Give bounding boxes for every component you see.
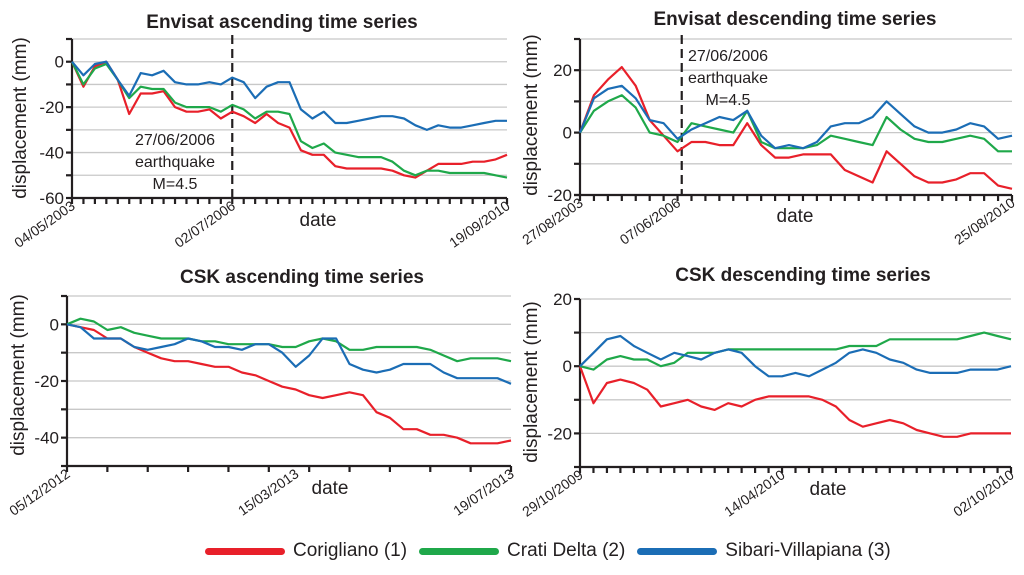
x-axis-label: date — [312, 478, 349, 499]
series-line-crati-delta — [71, 61, 508, 179]
x-tick-label: 25/08/2010 — [951, 194, 1018, 247]
annotation-text: M=4.5 — [153, 176, 198, 193]
y-tick-label: 0 — [563, 357, 572, 376]
chart-envisat-descending: Envisat descending time series 20 0 -20 27/0… — [519, 9, 1018, 248]
x-axis-label: date — [300, 210, 337, 231]
y-tick-label: -20 — [39, 98, 64, 117]
x-tick-label: 15/03/2013 — [235, 465, 302, 518]
legend-label-sibari-villapiana: Sibari-Villapiana (3) — [725, 540, 891, 561]
y-tick-label: -40 — [39, 144, 64, 163]
legend-item-corigliano: Corigliano (1) — [205, 540, 407, 562]
y-axis-label: displacement (mm) — [8, 294, 29, 456]
chart-envisat-ascending: Envisat ascending time series 0 -20 -40 -60 0… — [10, 12, 513, 251]
series-line-corigliano — [70, 60, 508, 179]
y-axis-label: displacement (mm) — [10, 37, 31, 199]
x-axis-label: date — [810, 479, 847, 500]
series-line-sibari-villapiana — [578, 84, 1013, 150]
legend-item-sibari-villapiana: Sibari-Villapiana (3) — [637, 540, 891, 562]
legend-label-crati-delta: Crati Delta (2) — [507, 540, 626, 561]
series-line-sibari-villapiana — [71, 60, 507, 131]
annotation-text: M=4.5 — [706, 92, 751, 109]
y-tick-label: -40 — [34, 429, 59, 448]
series-line-corigliano — [578, 365, 1011, 438]
chart-title: Envisat ascending time series — [146, 12, 417, 33]
annotation-text: earthquake — [688, 70, 768, 87]
series-line-crati-delta — [66, 317, 512, 363]
legend-swatch-sibari-villapiana — [637, 547, 718, 555]
x-tick-label: 02/07/2006 — [171, 197, 238, 250]
y-tick-label: -20 — [547, 186, 572, 205]
series-line-sibari-villapiana — [579, 334, 1012, 378]
y-tick-label: 0 — [50, 315, 59, 334]
series-line-sibari-villapiana — [66, 323, 512, 385]
legend-label-corigliano: Corigliano (1) — [293, 540, 408, 561]
legend-swatch-crati-delta — [419, 547, 500, 555]
series-line-crati-delta — [579, 94, 1012, 153]
x-tick-label: 19/09/2010 — [446, 197, 513, 250]
series-line-crati-delta — [579, 331, 1012, 371]
x-tick-label: 05/12/2012 — [6, 465, 73, 518]
annotation-text: 27/06/2006 — [688, 48, 768, 65]
legend: Corigliano (1) Crati Delta (2) Sibari-Vi… — [205, 537, 903, 565]
y-tick-label: -20 — [547, 424, 572, 443]
x-tick-label: 07/06/2006 — [617, 194, 684, 247]
y-tick-label: 0 — [563, 124, 572, 143]
legend-item-crati-delta: Crati Delta (2) — [419, 540, 625, 562]
chart-title: CSK ascending time series — [180, 267, 424, 288]
y-tick-label: -20 — [34, 372, 59, 391]
y-tick-label: 20 — [553, 290, 572, 309]
chart-csk-descending: CSK descending time series 20 0 -20 29/10/20… — [519, 265, 1017, 520]
y-tick-label: 0 — [55, 53, 64, 72]
series-line-corigliano — [66, 323, 512, 445]
series-line-corigliano — [578, 65, 1013, 190]
x-tick-label: 19/07/2013 — [450, 465, 517, 518]
y-tick-label: -60 — [39, 189, 64, 208]
y-axis-label: displacement (mm) — [521, 34, 542, 196]
y-tick-label: 20 — [553, 61, 572, 80]
chart-title: Envisat descending time series — [653, 9, 936, 30]
legend-swatch-corigliano — [205, 547, 285, 555]
x-axis-label: date — [777, 206, 814, 227]
annotation-text: 27/06/2006 — [135, 132, 215, 149]
chart-title: CSK descending time series — [675, 265, 931, 286]
y-axis-label: displacement (mm) — [521, 301, 542, 463]
x-tick-label: 02/10/2010 — [950, 466, 1017, 519]
x-tick-label: 29/10/2009 — [519, 466, 586, 519]
annotation-text: earthquake — [135, 154, 215, 171]
x-tick-label: 14/04/2010 — [721, 466, 788, 519]
chart-csk-ascending: CSK ascending time series 0 -20 -40 05/12/20… — [6, 267, 517, 519]
